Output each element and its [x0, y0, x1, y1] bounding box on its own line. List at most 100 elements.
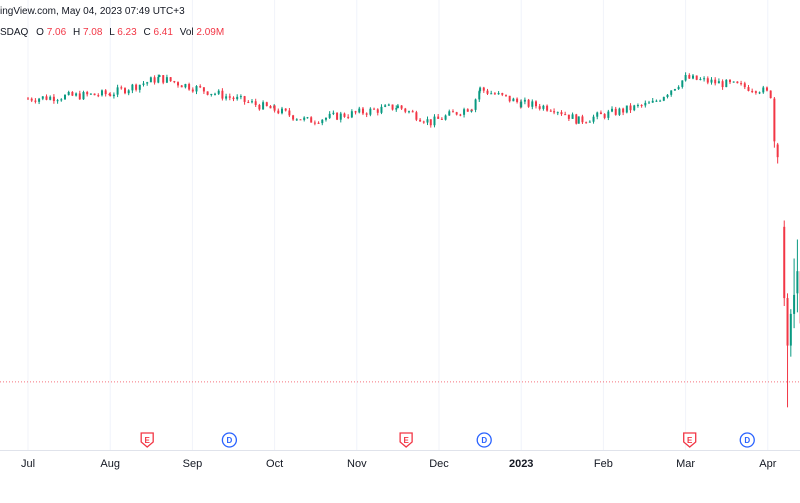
candle — [365, 112, 368, 118]
dividend-marker[interactable]: D — [739, 432, 755, 448]
candle — [538, 103, 541, 111]
candle — [324, 117, 327, 122]
candle-body — [648, 102, 651, 104]
candle — [588, 120, 591, 123]
candle — [195, 85, 198, 95]
candle-body — [232, 97, 235, 100]
candle — [313, 120, 316, 126]
candle — [273, 105, 276, 113]
candle-body — [169, 77, 172, 82]
candle-body — [361, 108, 364, 114]
candle — [463, 107, 466, 118]
candle — [284, 108, 287, 112]
candle-body — [384, 105, 387, 107]
candle — [549, 109, 552, 112]
candle — [299, 119, 302, 121]
candle-body — [195, 86, 198, 92]
candle — [699, 77, 702, 81]
candle — [343, 112, 346, 118]
candle — [762, 85, 765, 94]
candle-body — [728, 79, 731, 83]
candle-body — [395, 108, 398, 110]
candle-body — [673, 89, 676, 91]
candle — [618, 107, 621, 116]
candle-body — [343, 113, 346, 117]
candle — [165, 74, 168, 84]
candle — [504, 94, 507, 97]
candle-body — [269, 105, 272, 109]
earnings-marker[interactable]: E — [140, 432, 154, 448]
candle-body — [776, 144, 779, 158]
candle — [703, 76, 706, 82]
high-label: H — [73, 27, 80, 38]
candle-body — [34, 100, 37, 102]
candle-body — [751, 90, 754, 92]
candle-body — [49, 96, 52, 100]
candle-body — [592, 116, 595, 122]
candle — [303, 116, 306, 122]
candle — [34, 98, 37, 104]
candle — [380, 104, 383, 115]
open-label: O — [36, 27, 44, 38]
earnings-badge-shape — [683, 432, 697, 448]
candle — [542, 104, 545, 111]
candle-body — [677, 86, 680, 90]
candle-body — [786, 298, 789, 346]
candle — [740, 80, 743, 86]
candle — [415, 110, 418, 122]
candle-body — [199, 86, 202, 88]
candle — [336, 112, 339, 121]
candle-body — [202, 87, 205, 92]
candle-body — [773, 98, 776, 142]
candle — [49, 95, 52, 101]
earnings-marker[interactable]: E — [399, 432, 413, 448]
candle-body — [581, 116, 584, 123]
candle — [142, 81, 145, 87]
candle — [754, 90, 757, 95]
candle — [221, 88, 224, 101]
candle-body — [321, 119, 324, 124]
candle-body — [350, 111, 353, 118]
candle-body — [556, 112, 559, 114]
candle-body — [131, 84, 134, 91]
candle-body — [419, 119, 422, 122]
candle-body — [191, 89, 194, 92]
candle-body — [560, 112, 563, 115]
candle — [769, 90, 772, 99]
candle — [666, 94, 669, 99]
candle-body — [328, 113, 331, 118]
volume-label: Vol — [180, 27, 194, 38]
candle-body — [38, 98, 41, 102]
candle — [89, 93, 92, 95]
candle-body — [490, 93, 493, 95]
candle — [516, 97, 519, 104]
candle — [277, 108, 280, 115]
earnings-marker[interactable]: E — [683, 432, 697, 448]
candlestick-series — [27, 72, 800, 408]
candle — [295, 118, 298, 121]
candle-body — [448, 111, 451, 116]
candle-body — [765, 87, 768, 91]
candle-body — [206, 91, 209, 95]
time-axis-tick-label: Oct — [266, 458, 283, 470]
dividend-marker[interactable]: D — [221, 432, 238, 448]
candle-body — [188, 84, 191, 90]
candle — [710, 77, 713, 85]
candle — [478, 89, 481, 102]
candle-body — [527, 99, 530, 107]
candle — [599, 110, 602, 115]
dividend-marker[interactable]: D — [476, 432, 492, 448]
candle-body — [520, 101, 523, 108]
candle-body — [138, 84, 141, 90]
candle-body — [97, 95, 100, 97]
candle — [751, 88, 754, 94]
candle — [407, 110, 410, 114]
close-value: 6.41 — [153, 27, 173, 38]
candle — [534, 100, 537, 109]
time-axis-tick-label: Feb — [594, 458, 613, 470]
time-axis[interactable]: Jul Aug Sep Oct Nov Dec 2023 Feb Mar Apr — [21, 458, 777, 470]
candle-body — [747, 87, 750, 91]
candle-body — [116, 87, 119, 95]
